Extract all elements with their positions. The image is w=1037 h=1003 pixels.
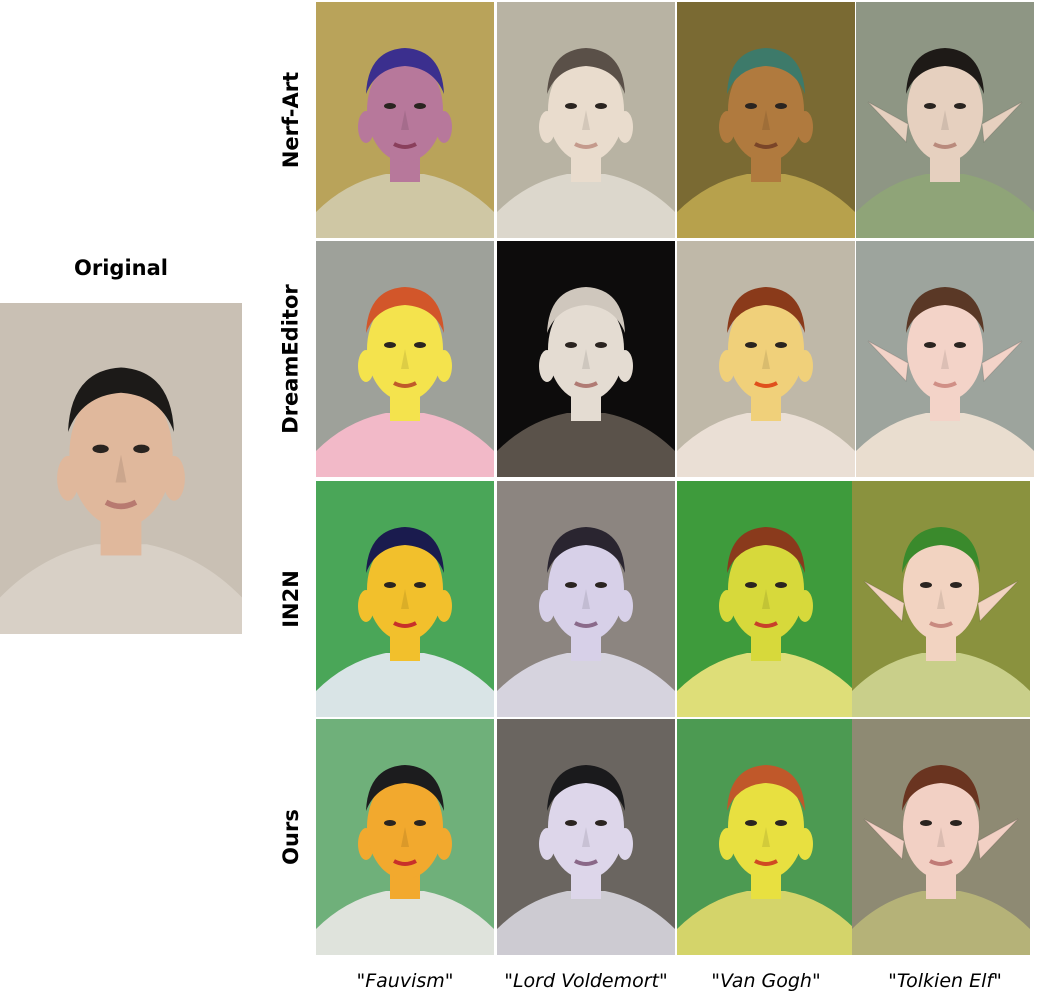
ours-voldemort-image [497, 719, 675, 955]
ours-fauvism-image [316, 719, 494, 955]
caption-elf: "Tolkien Elf" [888, 970, 1002, 992]
row-label-dreameditor: DreamEditor [279, 284, 304, 434]
row-label-ours: Ours [279, 809, 304, 865]
dreameditor-fauvism-image [316, 241, 494, 477]
nerfart-fauvism-image [316, 2, 494, 238]
in2n-elf-image [852, 481, 1030, 717]
nerfart-vangogh-image [677, 2, 855, 238]
in2n-vangogh-image [677, 481, 855, 717]
caption-voldemort: "Lord Voldemort" [504, 970, 668, 992]
dreameditor-voldemort-image [497, 241, 675, 477]
nerfart-voldemort-image [497, 2, 675, 238]
original-portrait [0, 303, 242, 634]
caption-fauvism: "Fauvism" [356, 970, 454, 992]
ours-vangogh-image [677, 719, 855, 955]
dreameditor-elf-image [856, 241, 1034, 477]
row-label-in2n: IN2N [279, 570, 304, 628]
ours-elf-image [852, 719, 1030, 955]
nerfart-elf-image [856, 2, 1034, 238]
in2n-fauvism-image [316, 481, 494, 717]
dreameditor-vangogh-image [677, 241, 855, 477]
row-label-nerf-art: Nerf-Art [279, 71, 303, 169]
in2n-voldemort-image [497, 481, 675, 717]
caption-vangogh: "Van Gogh" [711, 970, 821, 992]
original-title: Original [74, 256, 168, 280]
